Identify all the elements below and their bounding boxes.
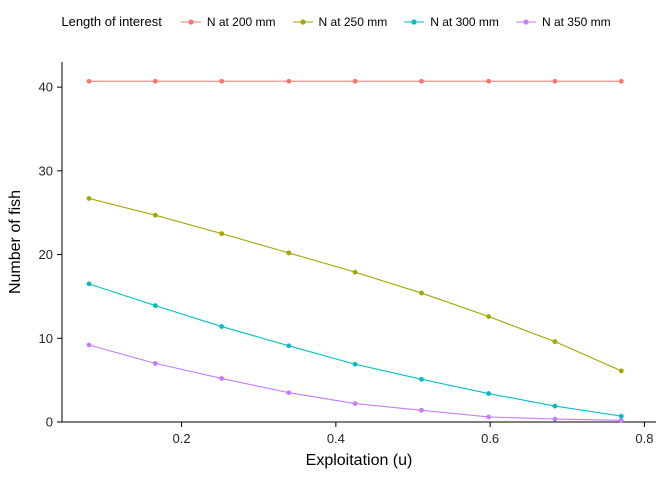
- data-point: [86, 78, 92, 84]
- data-point: [152, 303, 158, 309]
- legend-entry-label: N at 300 mm: [430, 14, 499, 29]
- data-point: [286, 78, 292, 84]
- legend-entry-label: N at 350 mm: [541, 14, 611, 29]
- series-line: [88, 197, 622, 372]
- data-point: [86, 342, 92, 348]
- data-point: [152, 78, 158, 84]
- data-point: [286, 390, 292, 396]
- data-point: [486, 78, 491, 84]
- data-point: [352, 361, 358, 367]
- data-point: [552, 339, 558, 345]
- data-point: [286, 343, 292, 349]
- legend: Length of interest N at 200 mm N at 250 m…: [0, 14, 672, 29]
- data-point: [286, 250, 292, 256]
- data-point: [486, 414, 491, 420]
- data-point: [618, 78, 624, 84]
- data-point: [86, 196, 92, 201]
- x-axis-title: Exploitation (u): [306, 452, 413, 469]
- data-point: [86, 281, 92, 287]
- data-point: [618, 413, 624, 419]
- data-point: [419, 376, 424, 382]
- legend-entry-label: N at 250 mm: [318, 14, 388, 29]
- legend-entry: N at 300 mm: [403, 15, 499, 29]
- data-point: [618, 417, 624, 423]
- data-point: [219, 376, 225, 381]
- legend-entry: N at 200 mm: [180, 15, 276, 29]
- data-point: [219, 78, 225, 84]
- series-line: [88, 344, 622, 421]
- legend-key-icon: [515, 18, 536, 25]
- y-tick-label: 10: [39, 331, 53, 346]
- y-tick-label: 30: [39, 163, 53, 178]
- data-point: [152, 212, 158, 218]
- x-tick-label: 0.8: [635, 431, 653, 446]
- x-tick-label: 0.4: [327, 431, 345, 446]
- data-point: [219, 324, 225, 329]
- data-point: [219, 231, 225, 237]
- data-point: [618, 368, 624, 374]
- x-tick-label: 0.6: [481, 431, 499, 446]
- data-point: [552, 78, 558, 84]
- data-point: [419, 290, 424, 296]
- data-point: [552, 416, 558, 422]
- data-point: [419, 78, 424, 84]
- y-tick-label: 0: [46, 415, 53, 430]
- legend-entries: N at 200 mm N at 250 mm N at 300 mm N at 35…: [180, 15, 611, 29]
- data-point: [152, 360, 158, 366]
- series-line: [88, 283, 622, 417]
- y-axis-title: Number of fish: [7, 190, 24, 294]
- y-tick-label: 40: [39, 80, 53, 95]
- y-tick-label: 20: [39, 247, 53, 262]
- data-point: [552, 403, 558, 409]
- legend-entry: N at 250 mm: [292, 14, 388, 29]
- data-point: [486, 314, 491, 319]
- data-point: [352, 269, 358, 275]
- legend-entry: N at 350 mm: [515, 15, 611, 29]
- data-point: [352, 401, 358, 406]
- legend-entry-label: N at 200 mm: [206, 14, 276, 29]
- legend-key-icon: [404, 18, 425, 25]
- data-point: [352, 78, 358, 84]
- data-point: [419, 407, 424, 413]
- x-tick-label: 0.2: [173, 431, 191, 446]
- legend-key-icon: [292, 18, 313, 25]
- data-point: [486, 391, 491, 396]
- legend-title: Length of interest: [61, 14, 162, 29]
- legend-key-icon: [180, 18, 201, 25]
